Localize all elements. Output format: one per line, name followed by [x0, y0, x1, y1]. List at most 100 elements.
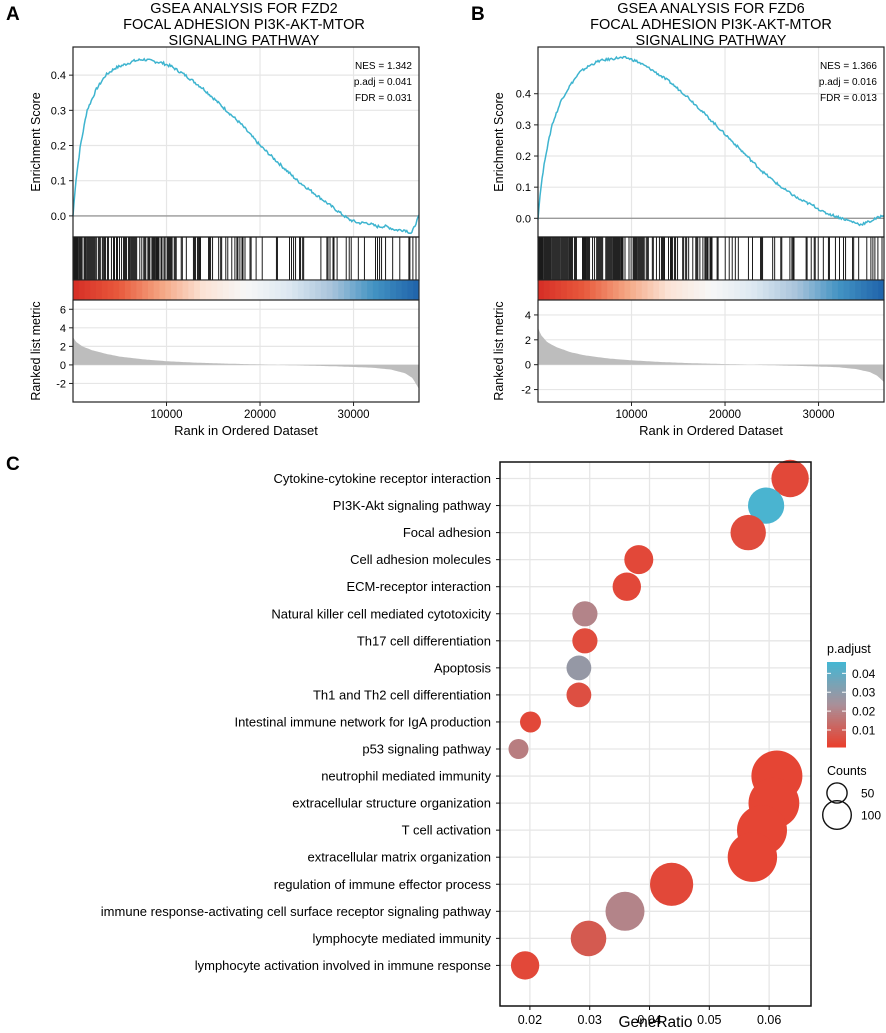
y-tick-label: 0.1: [51, 176, 66, 188]
stats-label: FDR = 0.013: [820, 93, 877, 104]
y-tick-label: -2: [521, 385, 531, 397]
color-segment: [728, 280, 735, 300]
color-segment: [384, 280, 391, 300]
legend-color-step: [827, 691, 846, 695]
y-tick-label: 0: [60, 360, 66, 372]
legend-color-step: [827, 732, 846, 735]
dot-point: [520, 711, 541, 733]
color-segment: [113, 280, 120, 300]
legend-color-step: [827, 710, 846, 714]
plot-frame: [72, 299, 420, 403]
color-segment: [653, 280, 660, 300]
stats-label: p.adj = 0.016: [819, 77, 878, 88]
term-label: immune response-activating cell surface …: [101, 904, 492, 919]
color-segment: [803, 280, 810, 300]
color-segment: [217, 280, 224, 300]
legend-color-step: [827, 662, 846, 665]
term-label: p53 signaling pathway: [362, 742, 491, 757]
stats-label: FDR = 0.031: [355, 93, 412, 104]
enrichment-curve: [72, 57, 420, 235]
color-segment: [159, 280, 166, 300]
panel-title-line: SIGNALING PATHWAY: [636, 33, 787, 49]
term-label: lymphocyte mediated immunity: [313, 931, 492, 946]
color-segment: [716, 280, 724, 300]
panel-title-line: GSEA ANALYSIS FOR FZD6: [617, 1, 804, 17]
legend-color-step: [827, 742, 846, 746]
term-label: Focal adhesion: [403, 525, 491, 540]
color-segment: [682, 280, 689, 300]
color-segment: [878, 280, 885, 300]
legend-color-step: [827, 700, 846, 703]
plot-frame: [537, 46, 885, 238]
legend-size-label: 50: [861, 787, 875, 801]
legend-color-step: [827, 713, 846, 716]
color-segment: [344, 280, 351, 300]
color-segment: [624, 280, 631, 300]
legend-color-step: [827, 721, 846, 725]
plot-frame: [499, 461, 812, 1007]
color-segment: [194, 280, 201, 300]
color-segment: [739, 280, 747, 300]
dot-point: [605, 891, 645, 931]
panel-letter: A: [6, 4, 20, 25]
y-tick-label: 2: [60, 341, 66, 353]
stats-label: NES = 1.366: [820, 61, 877, 72]
color-segment: [303, 280, 311, 300]
color-segment: [73, 280, 80, 300]
color-segment: [762, 280, 770, 300]
color-segment: [711, 280, 718, 300]
legend-color-step: [827, 738, 846, 742]
legend-color-step: [827, 702, 846, 706]
term-label: Th1 and Th2 cell differentiation: [313, 687, 491, 702]
term-label: extracellular matrix organization: [307, 850, 491, 865]
panel-title-line: GSEA ANALYSIS FOR FZD2: [150, 1, 337, 17]
x-tick-label: 30000: [803, 409, 835, 421]
color-segment: [257, 280, 264, 300]
legend-color-step: [827, 693, 846, 697]
legend-color-step: [827, 708, 846, 712]
legend-padjust: p.adjust 0.04 0.03 0.02 0.01: [827, 642, 876, 748]
dot-point: [727, 832, 778, 882]
ranked-metric-area: [73, 337, 419, 389]
color-segment: [407, 280, 414, 300]
plot-frame: [537, 299, 885, 403]
color-segment: [234, 280, 241, 300]
color-segment: [768, 280, 776, 300]
color-segment: [837, 280, 845, 300]
y-axis-label: Enrichment Score: [29, 92, 43, 191]
color-segment: [751, 280, 758, 300]
y-axis-label: Ranked list metric: [29, 301, 43, 400]
color-segment: [843, 280, 850, 300]
color-segment: [693, 280, 701, 300]
dot-point: [650, 862, 694, 906]
color-segment: [595, 280, 603, 300]
legend-tick-label: 0.02: [852, 705, 876, 719]
legend-tick-label: 0.03: [852, 686, 876, 700]
term-label: neutrophil mediated immunity: [321, 769, 491, 784]
color-segment: [791, 280, 799, 300]
legend-color-step: [827, 740, 846, 744]
color-segment: [561, 280, 568, 300]
color-segment: [566, 280, 574, 300]
x-tick-label: 0.05: [697, 1013, 721, 1027]
legend-color-step: [827, 679, 846, 682]
legend-color-step: [827, 689, 846, 693]
panel-letter: B: [471, 4, 485, 25]
y-tick-label: 2: [525, 335, 531, 347]
term-label: Apoptosis: [434, 660, 492, 675]
color-segment: [147, 280, 155, 300]
term-label: Intestinal immune network for IgA produc…: [234, 714, 491, 729]
legend-color-step: [827, 725, 846, 729]
enrichment-curve: [537, 55, 885, 227]
legend-size-circle: [822, 800, 853, 831]
gene-hits: [73, 237, 417, 280]
legend-color-step: [827, 717, 846, 720]
color-segment: [228, 280, 236, 300]
dotplot-panel-c: C Cytokine-cytokine receptor interaction P…: [6, 454, 881, 1031]
legend-color-step: [827, 696, 846, 699]
legend-color-step: [827, 681, 846, 684]
legend-color-step: [827, 687, 846, 691]
color-segment: [326, 280, 334, 300]
